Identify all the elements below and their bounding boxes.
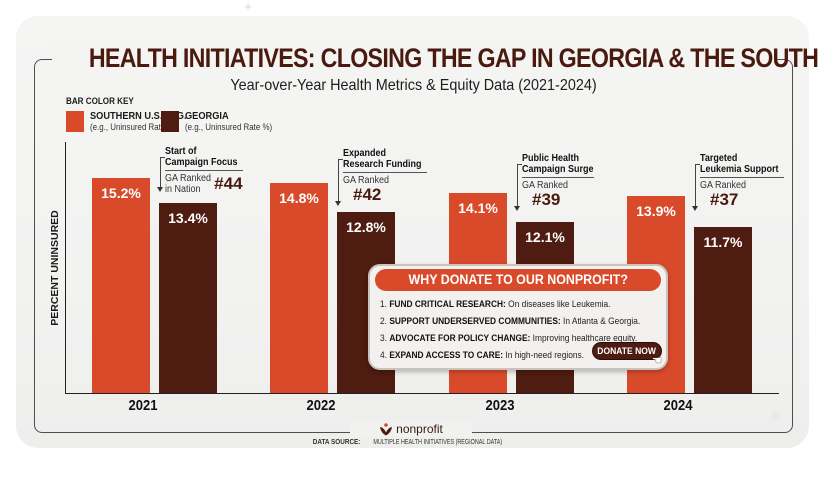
x-tick-label: 2024 — [663, 398, 693, 414]
annotation-pointer — [160, 157, 165, 187]
arrow-down-icon — [692, 206, 698, 211]
donate-header: WHY DONATE TO OUR NONPROFIT? — [375, 269, 661, 291]
nonprofit-logo: nonprofit — [350, 421, 472, 437]
rank-badge: #42 — [353, 185, 382, 204]
legend-item-georgia: GEORGIA (e.g., Uninsured Rate %) — [161, 110, 284, 134]
data-source-label: DATA SOURCE: — [313, 437, 361, 446]
donate-reason: 2. SUPPORT UNDERSERVED COMMUNITIES: In A… — [380, 316, 641, 326]
annotation: Expanded Research Funding GA Ranked #42 — [343, 148, 430, 204]
donate-reasons-list: 1. FUND CRITICAL RESEARCH: On diseases l… — [380, 296, 665, 364]
annotation-divider — [343, 172, 427, 173]
annotation-title: Expanded Research Funding — [343, 148, 422, 170]
logo-icon — [380, 422, 393, 435]
bar-value-label: 12.1% — [525, 228, 565, 245]
sparkle-icon: ✦ — [766, 404, 785, 429]
x-tick-label: 2023 — [485, 398, 515, 414]
data-source: DATA SOURCE: MULTIPLE HEALTH INITIATIVES… — [36, 437, 791, 446]
data-source-text: MULTIPLE HEALTH INITIATIVES (REGIONAL DA… — [373, 437, 503, 446]
rank-badge: #39 — [532, 190, 561, 209]
donate-reason: 3. ADVOCATE FOR POLICY CHANGE: Improving… — [380, 333, 638, 343]
bar-value-label: 14.1% — [458, 200, 498, 217]
annotation-title: Targeted Leukemia Support — [700, 153, 779, 175]
donate-reason: 4. EXPAND ACCESS TO CARE: In high-need r… — [380, 350, 585, 360]
legend-swatch-georgia — [161, 111, 179, 132]
annotation-divider — [700, 177, 784, 178]
legend-swatch-southern — [66, 111, 84, 132]
bar-value-label: 15.2% — [101, 184, 141, 201]
bar-southern-2022 — [270, 183, 328, 393]
bar-value-label: 13.9% — [636, 203, 676, 220]
title-mask — [52, 40, 777, 76]
legend-sublabel: (e.g., Uninsured Rate %) — [185, 122, 273, 132]
annotation-pointer — [338, 159, 343, 201]
bar-value-label: 12.8% — [346, 218, 386, 235]
annotation-subtext: GA Ranked — [522, 180, 569, 191]
bar-value-label: 11.7% — [703, 234, 743, 251]
bar-value-label: 14.8% — [279, 190, 319, 207]
donate-now-button[interactable]: DONATE NOW — [592, 342, 662, 360]
arrow-down-icon — [157, 187, 163, 192]
arrow-down-icon — [514, 206, 520, 211]
bar-southern-2021 — [92, 177, 150, 393]
donate-header-text: WHY DONATE TO OUR NONPROFIT? — [408, 272, 628, 287]
annotation: Public Health Campaign Surge GA Ranked #39 — [522, 153, 601, 209]
logo-text: nonprofit — [396, 422, 443, 436]
y-axis — [65, 142, 67, 394]
rank-badge: #44 — [214, 174, 243, 193]
annotation: Start of Campaign Focus GA Ranked in Nation… — [165, 146, 246, 195]
donate-reason: 1. FUND CRITICAL RESEARCH: On diseases l… — [380, 299, 611, 309]
annotation-subtext: GA Ranked — [343, 175, 390, 186]
x-tick-label: 2022 — [306, 398, 336, 414]
annotation-pointer — [517, 164, 522, 206]
annotation-title: Start of Campaign Focus — [165, 146, 238, 168]
bar-georgia-2021 — [159, 203, 217, 393]
chart-subtitle: Year-over-Year Health Metrics & Equity D… — [230, 77, 597, 94]
x-tick-label: 2021 — [128, 398, 158, 414]
bar-georgia-2024 — [694, 227, 752, 393]
sparkle-icon: ✦ — [243, 0, 254, 14]
x-axis — [65, 393, 779, 395]
arrow-down-icon — [335, 201, 341, 206]
legend-sublabel: (e.g., Uninsured Rate %) — [90, 122, 178, 132]
donate-now-label: DONATE NOW — [597, 346, 657, 357]
annotation: Targeted Leukemia Support GA Ranked #37 — [700, 153, 787, 209]
annotation-divider — [165, 170, 243, 171]
y-axis-label: PERCENT UNINSURED — [49, 210, 61, 326]
rank-badge: #37 — [710, 190, 739, 209]
donate-panel: WHY DONATE TO OUR NONPROFIT? 1. FUND CRI… — [368, 264, 668, 370]
legend-title: BAR COLOR KEY — [66, 96, 134, 107]
annotation-subtext: GA Ranked — [700, 180, 747, 191]
page-title: HEALTH INITIATIVES: CLOSING THE GAP IN G… — [88, 43, 819, 73]
annotation-subtext: GA Ranked in Nation — [165, 173, 212, 195]
pointer-cursor-icon: ☚ — [652, 355, 662, 367]
annotation-pointer — [695, 164, 700, 206]
annotation-divider — [522, 177, 594, 178]
bar-value-label: 13.4% — [168, 210, 208, 227]
annotation-title: Public Health Campaign Surge — [522, 153, 594, 175]
legend-label: GEORGIA — [185, 110, 229, 122]
